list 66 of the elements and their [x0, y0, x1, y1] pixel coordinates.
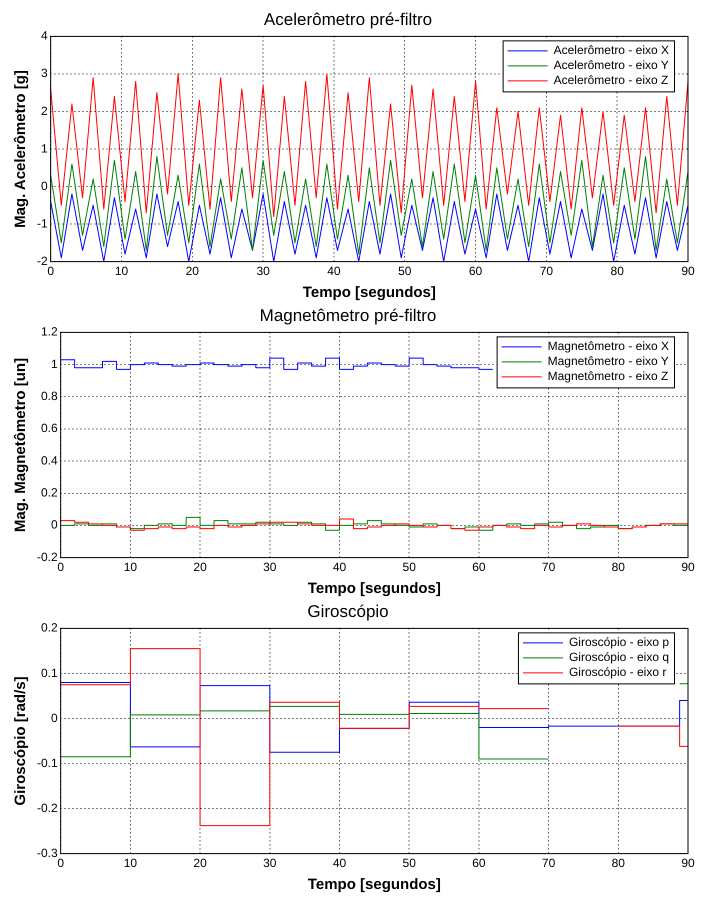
- y-tick-label: 0.8: [40, 389, 58, 404]
- x-tick-label: 90: [681, 856, 695, 870]
- legend-label: Magnetômetro - eixo Z: [548, 369, 668, 384]
- y-axis-title: Mag. Acelerômetro [g]: [12, 70, 30, 228]
- chart-title: Magnetômetro pré-filtro: [260, 306, 436, 325]
- x-tick-label: 30: [263, 856, 277, 870]
- legend-label: Acelerômetro - eixo Y: [554, 58, 669, 72]
- legend-label: Giroscópio - eixo q: [568, 650, 670, 664]
- legend-label: Magnetômetro - eixo Y: [548, 354, 669, 368]
- x-tick-label: 30: [256, 264, 270, 278]
- y-tick-label: 3: [40, 66, 48, 80]
- chart-title: Giroscópio: [307, 602, 389, 621]
- legend-label: Acelerômetro - eixo X: [554, 43, 670, 58]
- x-tick-label: 90: [681, 264, 695, 278]
- x-tick-label: 40: [332, 560, 346, 574]
- y-tick-label: -1: [37, 216, 48, 230]
- y-tick-label: 0.4: [40, 453, 58, 468]
- legend-label: Giroscópio - eixo r: [568, 665, 666, 680]
- y-tick-label: -0.2: [36, 550, 58, 564]
- y-tick-label: 4: [40, 28, 48, 43]
- x-tick-label: 50: [402, 560, 416, 574]
- x-tick-label: 40: [332, 856, 346, 870]
- x-tick-label: 50: [398, 264, 412, 278]
- x-tick-label: 90: [681, 560, 695, 574]
- y-tick-label: -0.2: [36, 800, 58, 815]
- x-tick-label: 20: [193, 560, 208, 574]
- y-tick-label: 0: [50, 518, 58, 532]
- x-tick-label: 80: [612, 560, 626, 574]
- x-tick-label: 20: [186, 264, 200, 278]
- y-tick-label: -0.1: [36, 756, 58, 770]
- x-tick-label: 80: [612, 856, 626, 870]
- x-tick-label: 10: [124, 560, 138, 574]
- x-tick-label: 50: [402, 856, 416, 870]
- legend-label: Acelerômetro - eixo Z: [554, 73, 668, 88]
- y-tick-label: 0: [50, 710, 58, 725]
- legend-label: Magnetômetro - eixo X: [548, 339, 669, 354]
- x-axis-title: Tempo [segundos]: [308, 580, 441, 598]
- x-tick-label: 20: [193, 856, 208, 870]
- x-tick-label: 10: [124, 856, 138, 870]
- y-tick-label: 1.2: [40, 324, 58, 339]
- y-axis-title: Mag. Magnetômetro [un]: [12, 358, 30, 532]
- x-tick-label: 60: [472, 560, 486, 574]
- x-tick-label: 60: [468, 264, 483, 278]
- y-tick-label: -2: [37, 254, 48, 268]
- y-tick-label: 1: [40, 141, 48, 156]
- x-tick-label: 80: [610, 264, 624, 278]
- x-tick-label: 40: [327, 264, 341, 278]
- y-tick-label: 1: [50, 356, 58, 371]
- y-tick-label: 0: [40, 178, 48, 193]
- y-axis-title: Giroscópio [rad/s]: [12, 676, 30, 806]
- x-tick-label: 70: [542, 560, 556, 574]
- y-tick-label: 2: [40, 104, 48, 118]
- x-axis-title: Tempo [segundos]: [308, 876, 441, 894]
- x-tick-label: 60: [472, 856, 486, 870]
- y-tick-label: 0.2: [40, 486, 58, 500]
- x-tick-label: 70: [540, 264, 554, 278]
- x-tick-label: 30: [263, 560, 277, 574]
- y-tick-label: 0.6: [40, 421, 58, 436]
- y-tick-label: -0.3: [36, 846, 58, 860]
- y-tick-label: 0.1: [40, 666, 58, 680]
- y-tick-label: 0.2: [40, 620, 58, 635]
- chart-title: Acelerômetro pré-filtro: [264, 10, 432, 29]
- legend-label: Giroscópio - eixo p: [568, 635, 670, 650]
- x-tick-label: 10: [114, 264, 128, 278]
- x-axis-title: Tempo [segundos]: [302, 284, 436, 302]
- x-tick-label: 70: [542, 856, 556, 870]
